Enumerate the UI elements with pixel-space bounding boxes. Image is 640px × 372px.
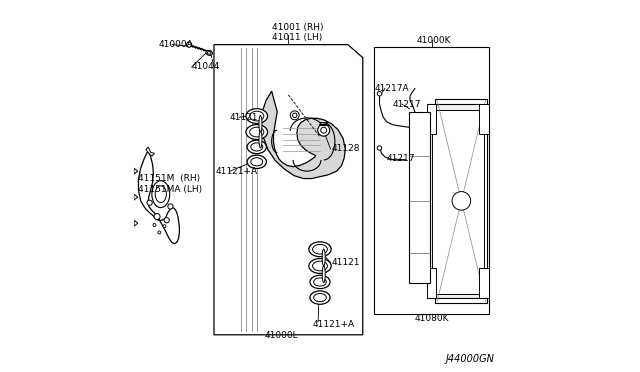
Ellipse shape <box>310 275 330 289</box>
Ellipse shape <box>309 242 331 257</box>
Text: 41217A: 41217A <box>375 84 410 93</box>
Text: 41217: 41217 <box>392 100 421 109</box>
Text: 41080K: 41080K <box>415 314 449 323</box>
Circle shape <box>164 218 170 223</box>
Polygon shape <box>134 194 138 200</box>
Ellipse shape <box>206 50 212 55</box>
Circle shape <box>158 231 161 234</box>
Text: 41044: 41044 <box>191 62 220 71</box>
Polygon shape <box>146 147 154 156</box>
Ellipse shape <box>152 181 170 208</box>
Text: J44000GN: J44000GN <box>446 354 495 364</box>
Text: 41128: 41128 <box>331 144 360 153</box>
Text: 41121: 41121 <box>230 113 259 122</box>
Ellipse shape <box>247 155 266 169</box>
Polygon shape <box>134 168 138 174</box>
Circle shape <box>163 225 166 228</box>
Polygon shape <box>138 151 179 244</box>
Ellipse shape <box>259 115 262 132</box>
Polygon shape <box>410 112 429 283</box>
Polygon shape <box>261 91 346 179</box>
Bar <box>427 104 436 134</box>
Text: 41121+A: 41121+A <box>312 320 355 329</box>
Ellipse shape <box>322 266 325 283</box>
Ellipse shape <box>250 127 264 137</box>
Bar <box>479 268 488 298</box>
Ellipse shape <box>207 51 211 54</box>
Ellipse shape <box>314 278 326 286</box>
Bar <box>427 268 436 298</box>
Circle shape <box>186 42 191 47</box>
Ellipse shape <box>247 140 266 154</box>
Circle shape <box>168 204 173 209</box>
Circle shape <box>153 224 156 227</box>
Polygon shape <box>428 104 482 298</box>
Circle shape <box>147 200 152 205</box>
Circle shape <box>378 146 381 150</box>
Circle shape <box>154 214 160 219</box>
Ellipse shape <box>312 244 328 254</box>
Text: 41000A: 41000A <box>158 40 193 49</box>
Ellipse shape <box>314 294 326 302</box>
Text: 41217: 41217 <box>386 154 415 163</box>
Ellipse shape <box>251 158 262 166</box>
Circle shape <box>321 127 326 133</box>
Bar <box>479 104 488 134</box>
Polygon shape <box>431 110 484 294</box>
Ellipse shape <box>309 259 331 273</box>
Polygon shape <box>134 220 138 226</box>
Ellipse shape <box>322 249 325 266</box>
Ellipse shape <box>251 143 262 151</box>
Ellipse shape <box>259 131 262 148</box>
Polygon shape <box>435 99 488 303</box>
Text: 41151M  (RH)
41151MA (LH): 41151M (RH) 41151MA (LH) <box>138 174 202 194</box>
Circle shape <box>318 124 330 136</box>
Ellipse shape <box>312 261 328 271</box>
Ellipse shape <box>246 125 268 140</box>
Circle shape <box>452 192 470 210</box>
Text: 41000K: 41000K <box>417 36 451 45</box>
Bar <box>374 46 489 314</box>
Ellipse shape <box>310 291 330 304</box>
Text: 41121: 41121 <box>331 258 360 267</box>
Polygon shape <box>214 45 363 335</box>
Ellipse shape <box>156 186 166 202</box>
Ellipse shape <box>250 111 264 121</box>
Text: 41001 (RH)
41011 (LH): 41001 (RH) 41011 (LH) <box>271 23 323 42</box>
Text: 41000L: 41000L <box>264 331 298 340</box>
Circle shape <box>378 92 381 96</box>
Ellipse shape <box>246 109 268 124</box>
Text: 41121+A: 41121+A <box>216 167 258 176</box>
